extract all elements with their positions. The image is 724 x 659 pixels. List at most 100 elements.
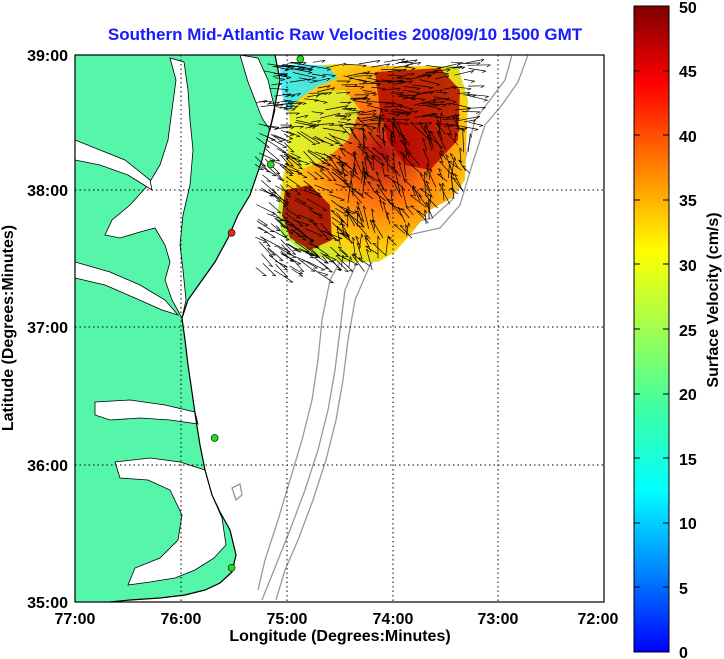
velocity-vector [285, 213, 304, 227]
velocity-vector-head [271, 274, 276, 277]
velocity-vector-head [372, 113, 377, 117]
velocity-vector-head [401, 186, 405, 191]
velocity-vector-head [446, 132, 452, 135]
velocity-vector [455, 127, 468, 129]
velocity-vector-head [427, 74, 431, 78]
velocity-vector-head [408, 222, 411, 227]
velocity-vector-head [444, 73, 449, 76]
velocity-vector [441, 182, 445, 201]
y-tick-label: 37:00 [27, 320, 68, 337]
velocity-vector-head [283, 275, 288, 278]
velocity-vector [426, 167, 437, 188]
velocity-vector-head [289, 172, 294, 174]
radar-site-marker [296, 55, 305, 63]
velocity-vector-head [373, 72, 378, 76]
velocity-vector-head [290, 95, 295, 98]
velocity-vector-head [407, 152, 412, 155]
velocity-vector-head [321, 59, 326, 63]
velocity-vector-head [404, 141, 408, 146]
velocity-vector-head [452, 115, 456, 118]
velocity-vector-head [449, 153, 454, 156]
velocity-vector-head [466, 108, 471, 112]
velocity-vector [401, 186, 408, 209]
velocity-vector [434, 75, 450, 80]
velocity-vector-head [372, 147, 377, 149]
velocity-vector [384, 58, 405, 63]
velocity-vector-head [362, 64, 367, 68]
velocity-vector-head [436, 84, 441, 86]
velocity-vector-head [437, 108, 442, 111]
velocity-vector-head [285, 157, 290, 160]
velocity-vector [258, 152, 276, 161]
velocity-vector-head [325, 169, 330, 171]
velocity-vector-head [391, 102, 396, 105]
velocity-vector [452, 66, 466, 69]
radar-site-marker [227, 564, 236, 572]
velocity-vector-head [291, 253, 296, 255]
velocity-vector [280, 184, 291, 198]
velocity-vector-head [344, 270, 349, 273]
velocity-vector [352, 100, 373, 105]
velocity-vector [277, 173, 285, 182]
velocity-vector [403, 178, 421, 196]
velocity-field-high [282, 185, 332, 250]
velocity-vector [433, 69, 451, 72]
colorbar-tick-labels: 0 5 10 15 20 25 30 35 40 45 50 [679, 0, 697, 659]
velocity-vector [311, 65, 331, 70]
velocity-vector [289, 265, 303, 274]
velocity-vector [469, 107, 486, 109]
velocity-vector-head [472, 119, 477, 123]
velocity-vector-head [380, 119, 384, 123]
velocity-vector-head [338, 155, 342, 159]
graticule [75, 55, 604, 602]
velocity-vector-head [364, 235, 369, 238]
velocity-vector [412, 91, 434, 96]
velocity-vector-head [397, 206, 402, 210]
velocity-vector-head [309, 255, 314, 257]
velocity-vector [457, 116, 480, 122]
velocity-vector [311, 73, 326, 77]
colorbar-tick-label: 5 [679, 581, 688, 598]
velocity-vector [377, 108, 382, 132]
velocity-vector [281, 253, 302, 265]
velocity-vector-head [379, 200, 383, 204]
velocity-vector [412, 185, 421, 202]
velocity-vector [454, 132, 457, 143]
velocity-vector [272, 211, 283, 222]
velocity-vector-head [340, 199, 345, 201]
velocity-vector [352, 253, 364, 264]
velocity-vector-head [312, 77, 316, 80]
velocity-vector [313, 99, 328, 103]
velocity-vector-head [345, 209, 350, 213]
velocity-vector-head [381, 114, 385, 118]
velocity-vector [468, 68, 487, 72]
velocity-vector-head [297, 173, 303, 175]
velocity-vector-head [399, 225, 404, 227]
velocity-vector [309, 209, 324, 219]
velocity-vector-head [371, 208, 375, 213]
velocity-vector-head [288, 66, 293, 69]
velocity-vector [295, 114, 308, 119]
velocity-vector [364, 92, 377, 95]
velocity-vector [381, 161, 386, 178]
velocity-vector-head [369, 219, 374, 223]
velocity-vector-head [404, 123, 409, 126]
velocity-vector-head [476, 116, 481, 120]
velocity-vector [450, 61, 464, 64]
velocity-vector [274, 93, 292, 97]
velocity-vector-head [381, 161, 385, 166]
velocity-vector [449, 188, 459, 195]
velocity-vector-head [402, 68, 407, 72]
velocity-vector [314, 151, 331, 158]
velocity-vector [419, 173, 431, 194]
velocity-vector [451, 156, 455, 173]
velocity-vector [358, 233, 362, 251]
velocity-vector-head [440, 112, 444, 117]
velocity-vector [433, 97, 450, 100]
velocity-vector-head [426, 167, 431, 171]
velocity-vector-head [411, 68, 416, 71]
velocity-vector-head [377, 123, 382, 126]
velocity-vector-head [352, 107, 357, 111]
velocity-vector [448, 161, 462, 171]
velocity-vector-head [405, 224, 409, 229]
